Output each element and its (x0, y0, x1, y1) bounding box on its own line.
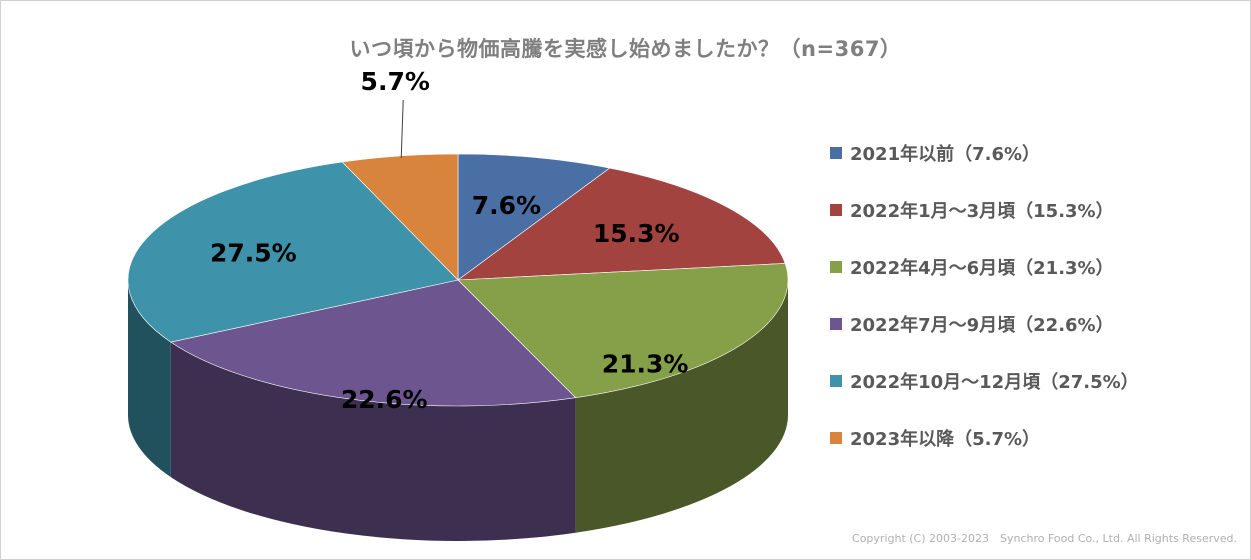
data-label: 15.3% (593, 219, 680, 248)
pie-side-27-5 (128, 280, 171, 478)
legend-item: 2022年4月～6月頃（21.3%） (830, 238, 1139, 295)
pie-slice-5-7 (341, 153, 459, 281)
legend: 2021年以前（7.6%） 2022年1月～3月頃（15.3%） 2022年4月～6… (830, 124, 1139, 466)
data-label: 21.3% (602, 350, 689, 379)
pie-slice-22-6 (170, 279, 577, 407)
legend-label: 2022年10月～12月頃（27.5%） (850, 371, 1139, 393)
data-label: 5.7% (361, 67, 430, 96)
legend-label: 2022年4月～6月頃（21.3%） (850, 257, 1114, 279)
legend-swatch (830, 374, 842, 387)
pie-slice-7-6 (457, 153, 611, 281)
legend-swatch (830, 260, 842, 273)
legend-item: 2022年10月～12月頃（27.5%） (830, 352, 1139, 409)
pie-side-21-3 (575, 280, 788, 533)
legend-swatch (830, 146, 842, 159)
data-label: 27.5% (210, 239, 297, 268)
pie-slice-27-5 (127, 161, 459, 343)
legend-label: 2023年以降（5.7%） (850, 428, 1041, 450)
legend-item: 2023年以降（5.7%） (830, 409, 1139, 466)
leader-line (400, 99, 404, 159)
chart-title: いつ頃から物価高騰を実感し始めましたか？（n=367） (349, 37, 902, 61)
data-label: 22.6% (341, 385, 428, 414)
legend-swatch (830, 431, 842, 444)
pie-slice-15-3 (457, 167, 786, 281)
legend-item: 2022年7月～9月頃（22.6%） (830, 295, 1139, 352)
pie-slice-21-3 (457, 263, 789, 399)
legend-label: 2022年7月～9月頃（22.6%） (850, 314, 1114, 336)
legend-swatch (830, 317, 842, 330)
data-label: 7.6% (472, 191, 541, 220)
legend-swatch (830, 203, 842, 216)
copyright-notice: Copyright (C) 2003-2023 Synchro Food Co.… (852, 532, 1237, 545)
legend-label: 2022年1月～3月頃（15.3%） (850, 200, 1114, 222)
legend-item: 2021年以前（7.6%） (830, 124, 1139, 181)
pie-side-22-6 (170, 342, 576, 541)
legend-item: 2022年1月～3月頃（15.3%） (830, 181, 1139, 238)
legend-label: 2021年以前（7.6%） (850, 143, 1041, 165)
